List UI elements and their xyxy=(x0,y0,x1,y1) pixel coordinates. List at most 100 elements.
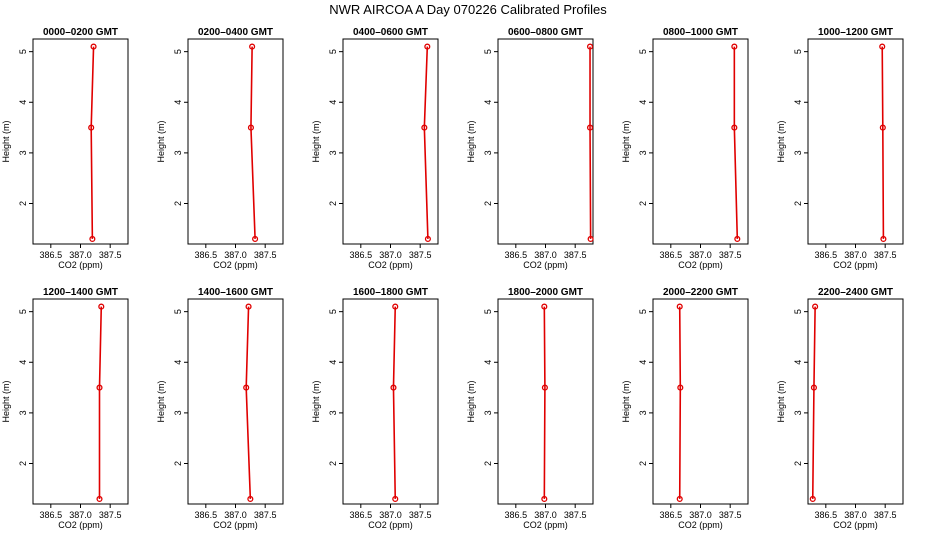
x-axis-label: CO2 (ppm) xyxy=(58,260,103,270)
data-point xyxy=(424,43,431,50)
y-tick-label: 5 xyxy=(18,309,28,314)
x-axis-label: CO2 (ppm) xyxy=(368,260,413,270)
data-point xyxy=(245,303,252,310)
y-tick-label: 3 xyxy=(328,410,338,415)
data-point xyxy=(541,384,548,391)
panel-10: 1800–2000 GMT 386.5 387.0 387.5 2 3 4 5 CO2 (ppm… xyxy=(466,287,594,530)
y-tick-label: 5 xyxy=(328,49,338,54)
x-axis-label: CO2 (ppm) xyxy=(833,520,878,530)
data-point xyxy=(247,495,254,502)
x-tick-label: 386.5 xyxy=(40,250,63,260)
x-tick-label: 387.5 xyxy=(409,510,432,520)
y-tick-label: 2 xyxy=(638,201,648,206)
panel-4: 0600–0800 GMT 386.5 387.0 387.5 2 3 4 5 CO2 (ppm… xyxy=(466,27,594,270)
y-tick-label: 5 xyxy=(793,49,803,54)
x-tick-label: 387.5 xyxy=(874,250,897,260)
y-tick-label: 2 xyxy=(483,201,493,206)
x-axis-label: CO2 (ppm) xyxy=(213,520,258,530)
y-axis-label: Height (m) xyxy=(156,380,166,422)
y-axis-label: Height (m) xyxy=(466,380,476,422)
y-tick-label: 4 xyxy=(328,100,338,105)
data-point xyxy=(586,43,594,50)
data-point xyxy=(249,43,256,50)
data-point xyxy=(90,43,97,50)
x-tick-label: 387.5 xyxy=(254,250,277,260)
y-tick-label: 5 xyxy=(638,309,648,314)
data-point xyxy=(89,235,96,242)
x-tick-label: 386.5 xyxy=(195,510,218,520)
y-tick-label: 5 xyxy=(483,49,493,54)
y-tick-label: 5 xyxy=(793,309,803,314)
y-tick-label: 2 xyxy=(793,201,803,206)
data-point xyxy=(677,384,684,391)
profile-line xyxy=(392,306,397,499)
panel-2: 0200–0400 GMT 386.5 387.0 387.5 2 3 4 5 CO2 (ppm… xyxy=(156,27,284,270)
panel-11: 2000–2200 GMT 386.5 387.0 387.5 2 3 4 5 CO2 (ppm… xyxy=(621,287,749,530)
data-point xyxy=(88,124,95,131)
data-point xyxy=(676,495,683,502)
panel-title: 1200–1400 GMT xyxy=(43,287,118,298)
profile-line xyxy=(423,46,429,239)
y-tick-label: 5 xyxy=(173,309,183,314)
x-axis-label: CO2 (ppm) xyxy=(523,260,568,270)
x-tick-label: 387.0 xyxy=(224,510,247,520)
panel-title: 1800–2000 GMT xyxy=(508,287,583,298)
x-tick-label: 386.5 xyxy=(815,250,838,260)
x-tick-label: 387.0 xyxy=(689,250,712,260)
data-point xyxy=(252,235,259,242)
y-tick-label: 4 xyxy=(18,100,28,105)
x-tick-label: 387.0 xyxy=(69,250,92,260)
profile-line xyxy=(811,306,816,499)
data-point xyxy=(392,495,399,502)
data-point xyxy=(809,495,816,502)
x-tick-label: 387.5 xyxy=(99,510,122,520)
plot-frame xyxy=(342,38,439,245)
data-point xyxy=(541,303,548,310)
panel-9: 1600–1800 GMT 386.5 387.0 387.5 2 3 4 5 CO2 (ppm… xyxy=(311,287,439,530)
data-point xyxy=(421,124,428,131)
data-point xyxy=(586,124,594,131)
profile-line xyxy=(589,46,592,239)
y-tick-label: 5 xyxy=(638,49,648,54)
x-tick-label: 386.5 xyxy=(660,510,683,520)
y-tick-label: 3 xyxy=(638,410,648,415)
plot-frame xyxy=(807,298,904,505)
data-point xyxy=(96,495,103,502)
y-tick-label: 3 xyxy=(328,150,338,155)
panel-title: 0200–0400 GMT xyxy=(198,27,273,38)
panel-12: 2200–2400 GMT 386.5 387.0 387.5 2 3 4 5 CO2 (ppm… xyxy=(776,287,904,530)
data-point xyxy=(98,303,105,310)
y-tick-label: 5 xyxy=(173,49,183,54)
y-tick-label: 4 xyxy=(328,360,338,365)
x-tick-label: 387.0 xyxy=(379,510,402,520)
panel-title: 1600–1800 GMT xyxy=(353,287,428,298)
plot-frame xyxy=(497,38,594,245)
y-axis-label: Height (m) xyxy=(311,120,321,162)
y-tick-label: 2 xyxy=(173,201,183,206)
y-axis-label: Height (m) xyxy=(621,380,631,422)
panel-title: 0400–0600 GMT xyxy=(353,27,428,38)
y-axis-label: Height (m) xyxy=(156,120,166,162)
x-tick-label: 387.0 xyxy=(844,250,867,260)
plot-frame xyxy=(32,298,129,505)
panel-title: 0000–0200 GMT xyxy=(43,27,118,38)
data-point xyxy=(243,384,250,391)
x-tick-label: 387.0 xyxy=(534,510,557,520)
y-tick-label: 3 xyxy=(483,410,493,415)
x-tick-label: 386.5 xyxy=(815,510,838,520)
data-point xyxy=(96,384,103,391)
x-tick-label: 387.0 xyxy=(534,250,557,260)
y-tick-label: 4 xyxy=(483,100,493,105)
data-point xyxy=(247,124,254,131)
x-tick-label: 387.5 xyxy=(99,250,122,260)
x-tick-label: 386.5 xyxy=(505,250,528,260)
x-axis-label: CO2 (ppm) xyxy=(213,260,258,270)
y-tick-label: 4 xyxy=(173,100,183,105)
y-tick-label: 4 xyxy=(483,360,493,365)
panel-6: 1000–1200 GMT 386.5 387.0 387.5 2 3 4 5 CO2 (ppm… xyxy=(776,27,904,270)
y-tick-label: 2 xyxy=(18,201,28,206)
plot-frame xyxy=(342,298,439,505)
y-tick-label: 2 xyxy=(328,461,338,466)
y-tick-label: 3 xyxy=(483,150,493,155)
